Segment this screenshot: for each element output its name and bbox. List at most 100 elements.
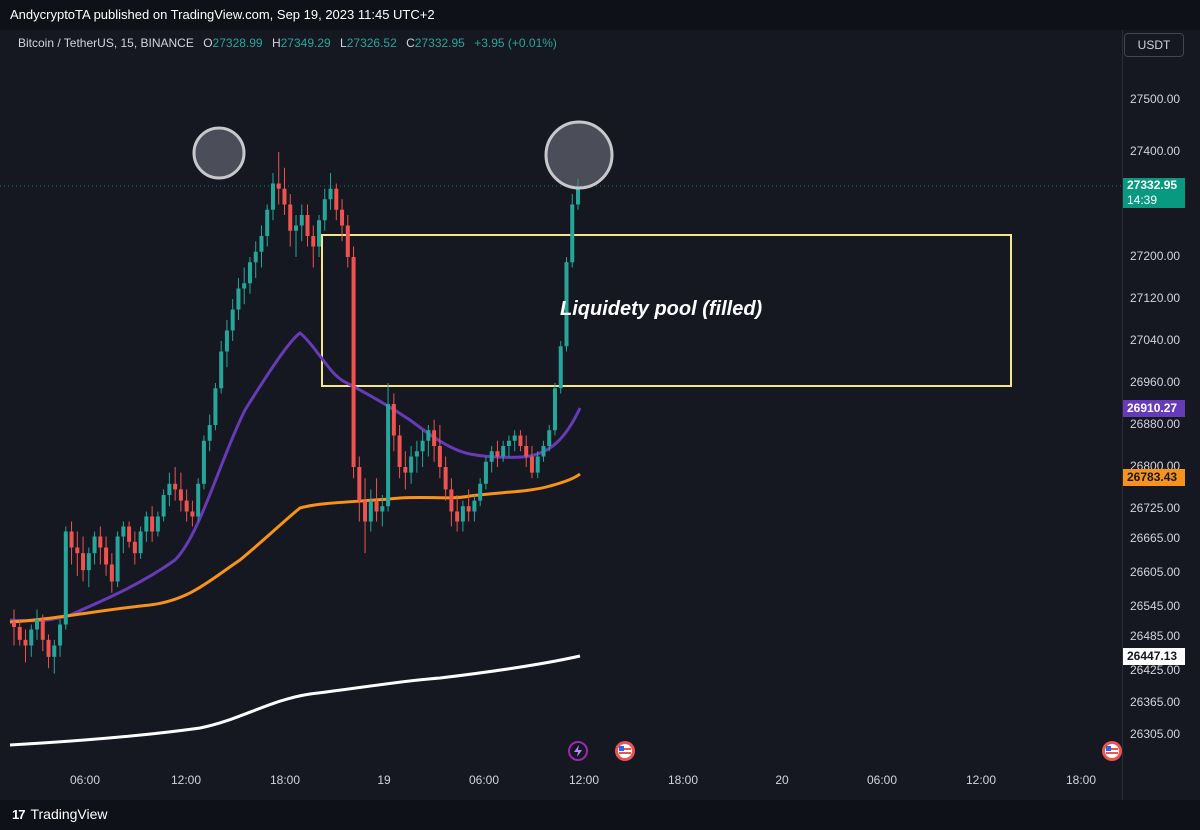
candle-body <box>483 461 488 484</box>
candle-body <box>466 506 471 512</box>
candle-body <box>506 440 511 446</box>
candle-body <box>92 536 97 554</box>
x-tick: 12:00 <box>965 773 997 787</box>
candle-body <box>380 506 385 512</box>
candle-body <box>178 489 183 501</box>
ma-white-line <box>9 654 581 747</box>
candle-body <box>63 531 68 625</box>
y-tick: 26960.00 <box>1130 375 1181 389</box>
candle-body <box>46 639 51 657</box>
ma-orange-tag: 26783.43 <box>1123 469 1185 486</box>
candle-body <box>69 531 74 548</box>
candle-body <box>552 388 557 431</box>
symbol-legend[interactable]: Bitcoin / TetherUS, 15, BINANCE O27328.9… <box>18 36 557 50</box>
liquidity-pool-label: Liquidety pool (filled) <box>560 298 763 320</box>
y-tick: 26725.00 <box>1130 501 1181 515</box>
tradingview-logo[interactable]: 17 TradingView <box>12 806 108 822</box>
candle-body <box>196 483 201 517</box>
us-flag-event-icon[interactable] <box>1102 741 1122 761</box>
candle-body <box>115 536 120 582</box>
candle-body <box>351 257 356 467</box>
candle-body <box>426 430 431 441</box>
ma-white-tag: 26447.13 <box>1123 648 1185 665</box>
y-tick: 26880.00 <box>1130 417 1181 431</box>
candle-body <box>547 430 552 446</box>
y-tick: 27200.00 <box>1130 249 1181 263</box>
candle-body <box>236 288 241 310</box>
candle-body <box>58 624 63 646</box>
candle-body <box>322 199 327 221</box>
candle-body <box>242 283 247 289</box>
candle-body <box>127 526 132 542</box>
candle-body <box>391 404 396 436</box>
candle-body <box>173 483 178 490</box>
candle-body <box>472 500 477 512</box>
candle-countdown: 14:39 <box>1127 193 1158 207</box>
candle-body <box>409 456 414 473</box>
candle-body <box>259 236 264 252</box>
candle-body <box>17 627 22 640</box>
candle-body <box>81 553 86 571</box>
candle-body <box>23 639 28 646</box>
candle-body <box>305 215 310 236</box>
candle-body <box>40 619 45 640</box>
candle-body <box>576 187 580 205</box>
candle-body <box>489 451 494 462</box>
candle-body <box>98 536 103 548</box>
x-tick: 18:00 <box>269 773 301 787</box>
swing-high-circle-1 <box>192 126 246 180</box>
ma-orange-line <box>9 472 581 624</box>
candle-body <box>478 483 483 501</box>
x-tick: 12:00 <box>170 773 202 787</box>
candle-body <box>368 500 373 522</box>
candle-body <box>317 220 322 247</box>
y-tick: 26605.00 <box>1130 565 1181 579</box>
lightning-event-icon[interactable] <box>568 741 588 761</box>
candle-body <box>265 209 270 236</box>
candle-body <box>334 188 339 210</box>
ma-purple-line <box>9 331 582 623</box>
candle-body <box>414 451 419 457</box>
us-flag-event-icon[interactable] <box>615 741 635 761</box>
candle-body <box>219 351 224 389</box>
x-tick: 06:00 <box>866 773 898 787</box>
candle-body <box>529 456 534 473</box>
candle-body <box>138 531 143 554</box>
candle-body <box>374 500 379 512</box>
price-chart[interactable] <box>0 30 1200 800</box>
candle-body <box>460 506 465 522</box>
symbol-title: Bitcoin / TetherUS, 15, BINANCE <box>18 36 194 50</box>
x-tick: 06:00 <box>69 773 101 787</box>
high-value: 27349.29 <box>280 36 331 50</box>
candle-body <box>184 500 189 512</box>
candle-body <box>449 489 454 512</box>
candle-body <box>443 467 448 490</box>
candle-body <box>12 622 16 627</box>
tradingview-logo-icon: 17 <box>12 806 26 822</box>
candle-body <box>564 262 569 347</box>
candle-body <box>386 404 391 507</box>
x-tick: 06:00 <box>468 773 500 787</box>
candle-body <box>455 511 460 522</box>
candle-body <box>328 188 333 200</box>
publisher-bar: AndycryptoTA published on TradingView.co… <box>0 0 1200 30</box>
candle-body <box>270 183 275 210</box>
candle-body <box>311 236 316 247</box>
currency-button[interactable]: USDT <box>1124 33 1184 57</box>
candle-body <box>524 446 529 457</box>
candle-body <box>29 629 34 646</box>
candle-body <box>207 425 212 441</box>
x-tick: 18:00 <box>667 773 699 787</box>
y-tick: 26545.00 <box>1130 599 1181 613</box>
candle-body <box>161 495 166 517</box>
candle-body <box>201 440 206 484</box>
candle-body <box>253 251 258 263</box>
candle-body <box>288 204 293 231</box>
candle-body <box>167 483 172 495</box>
candle-body <box>541 446 546 457</box>
x-tick: 20 <box>775 773 789 787</box>
candle-body <box>299 215 304 226</box>
last-price-tag: 27332.95 14:39 <box>1123 178 1185 208</box>
candle-body <box>144 516 149 532</box>
candle-body <box>357 467 362 501</box>
